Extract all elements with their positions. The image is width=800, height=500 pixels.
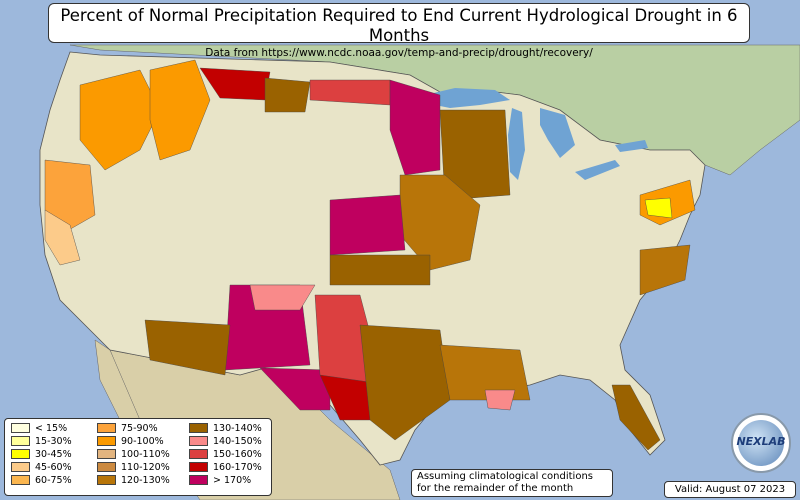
region-gulf-pink [484,389,516,411]
title-box: Percent of Normal Precipitation Required… [48,3,750,59]
region-upper-midwest [389,79,441,176]
legend-label: 15-30% [35,436,72,447]
legend-label: 100-110% [121,449,170,460]
lake-huron [540,108,575,158]
region-montana-east [264,77,311,113]
map-title: Percent of Normal Precipitation Required… [60,6,738,45]
data-source: Data from https://www.ncdc.noaa.gov/temp… [205,47,593,59]
region-florida [611,384,661,451]
legend-label: 120-130% [121,475,170,486]
legend-item: 75-90% [97,422,158,435]
region-oklahoma [329,254,431,286]
legend-item: < 15% [11,422,68,435]
legend-item: 110-120% [97,461,170,474]
legend-item: 130-140% [189,422,262,435]
legend-item: 150-160% [189,448,262,461]
legend-swatch [189,474,208,485]
legend-label: 60-75% [35,475,72,486]
region-louisiana-coast [439,344,531,401]
region-kansas-nebraska [329,194,406,256]
legend-label: 90-100% [121,436,164,447]
legend-label: 75-90% [121,423,158,434]
region-arizona-south [144,319,231,376]
legend-swatch [11,448,30,459]
legend-item: 100-110% [97,448,170,461]
legend-label: > 170% [213,475,252,486]
legend-item: > 170% [189,474,252,487]
great-lakes [425,88,648,180]
region-wisconsin-michigan [439,109,511,201]
legend-swatch [189,461,208,472]
legend-swatch [189,422,208,433]
region-idaho-montana [149,59,211,161]
lake-erie [575,160,620,180]
legend-item: 60-75% [11,474,72,487]
legend-label: < 15% [35,423,68,434]
legend-label: 160-170% [213,462,262,473]
legend-swatch [189,435,208,446]
legend-label: 45-60% [35,462,72,473]
lake-superior [425,88,510,108]
legend-swatch [97,435,116,446]
legend-item: 90-100% [97,435,164,448]
legend-item: 120-130% [97,474,170,487]
legend-swatch [97,422,116,433]
legend-label: 130-140% [213,423,262,434]
legend-item: 140-150% [189,435,262,448]
region-maryland [644,197,673,219]
legend-swatch [11,461,30,472]
drought-regions [44,59,696,451]
legend-item: 30-45% [11,448,72,461]
region-west-texas [259,367,331,411]
lake-michigan [508,108,525,180]
legend-label: 140-150% [213,436,262,447]
legend-item: 15-30% [11,435,72,448]
legend-item: 45-60% [11,461,72,474]
legend-label: 150-160% [213,449,262,460]
region-new-mexico-pink [249,284,316,311]
note-line-1: Assuming climatological conditions [417,471,593,482]
globe-icon [738,420,784,466]
assumption-note: Assuming climatological conditions for t… [411,469,613,497]
lake-ontario [615,140,648,152]
legend: < 15% 15-30% 30-45% 45-60% 60-75% 75-90%… [4,418,272,496]
valid-date: Valid: August 07 2023 [664,481,796,498]
region-pacific-northwest [79,69,161,171]
legend-swatch [97,448,116,459]
legend-swatch [11,422,30,433]
legend-swatch [11,474,30,485]
legend-swatch [11,435,30,446]
region-california-central [44,209,81,266]
legend-label: 30-45% [35,449,72,460]
legend-swatch [97,474,116,485]
region-north-carolina [639,244,691,296]
nexlab-logo: NEXLAB [731,413,791,473]
logo-text: NEXLAB [736,435,786,448]
note-line-2: for the remainder of the month [417,483,574,494]
legend-swatch [189,448,208,459]
legend-item: 160-170% [189,461,262,474]
region-texas-east [359,324,451,441]
legend-label: 110-120% [121,462,170,473]
region-northern-california-coast [44,159,96,236]
legend-swatch [97,461,116,472]
